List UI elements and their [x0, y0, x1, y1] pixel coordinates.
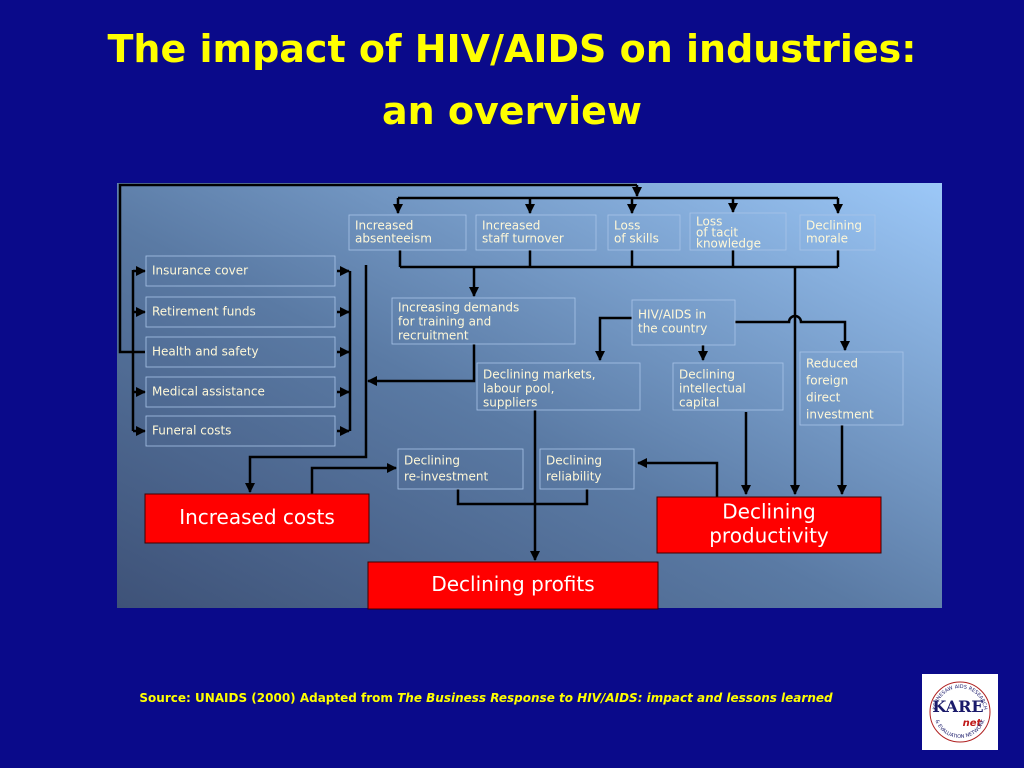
node-label: investment — [806, 408, 874, 422]
node-box — [145, 336, 336, 368]
logo-suffix: net — [963, 718, 983, 729]
connector — [456, 489, 589, 506]
node-box — [397, 448, 524, 490]
outcome-label: Declining — [722, 500, 815, 524]
node-label: Reduced — [806, 357, 858, 371]
node-label: Increasing demands — [398, 301, 519, 315]
node-label: for training and — [398, 315, 491, 329]
node-label: Declining — [404, 454, 460, 468]
node-label: morale — [806, 232, 848, 246]
source: Source: UNAIDS (2000) Adapted from The B… — [139, 691, 833, 705]
node-box — [689, 212, 787, 251]
node-label: Declining — [679, 368, 735, 382]
node-label: Loss — [696, 215, 722, 229]
node-label: knowledge — [696, 237, 761, 251]
outcome-label: productivity — [709, 524, 829, 548]
node-label: intellectual — [679, 382, 746, 396]
outcome-label: Increased costs — [179, 505, 335, 529]
node-label: reliability — [546, 470, 602, 484]
node-label: Declining markets, — [483, 368, 596, 382]
node-box — [145, 296, 336, 328]
node-label: Increased — [355, 219, 413, 233]
node-label: Declining — [806, 219, 862, 233]
title: The impact of HIV/AIDS on industries: — [107, 27, 916, 71]
node-box — [391, 297, 576, 345]
node-label: Declining — [546, 454, 602, 468]
node-label: Funeral costs — [152, 424, 231, 438]
node-label: capital — [679, 396, 719, 410]
node-label: suppliers — [483, 396, 537, 410]
node-box — [631, 299, 736, 346]
node-label: Increased — [482, 219, 540, 233]
node-label: Health and safety — [152, 345, 259, 359]
node-label: direct — [806, 391, 841, 405]
outcome-label: Declining profits — [431, 572, 594, 596]
arrow — [595, 316, 632, 361]
node-box — [475, 214, 597, 251]
node-label: of skills — [614, 232, 659, 246]
node-box — [145, 376, 336, 408]
source-work: The Business Response to HIV/AIDS: impac… — [397, 691, 833, 705]
arrow — [637, 458, 719, 497]
outcome-box — [144, 493, 370, 544]
node-box — [672, 362, 784, 411]
node-box — [145, 415, 336, 447]
connectors — [118, 183, 850, 561]
node-label: labour pool, — [483, 382, 554, 396]
outcome-box — [656, 496, 882, 554]
arrow — [367, 344, 476, 386]
node-label: staff turnover — [482, 232, 564, 246]
node-box — [799, 351, 904, 426]
node-label: of tacit — [696, 226, 738, 240]
node-box — [607, 214, 681, 251]
node-box — [348, 214, 467, 251]
node-box — [476, 362, 641, 411]
node-label: Retirement funds — [152, 305, 256, 319]
arrow — [735, 314, 850, 351]
node-label: Insurance cover — [152, 264, 248, 278]
logo-name: KARE — [932, 697, 983, 716]
outcome-box — [367, 561, 659, 610]
node-label: the country — [638, 322, 707, 336]
node-box — [799, 214, 876, 251]
node-label: Loss — [614, 219, 640, 233]
connector — [245, 265, 368, 493]
node-box — [539, 448, 635, 490]
arrow — [310, 463, 397, 494]
logo-ring — [929, 681, 991, 743]
node-label: HIV/AIDS in — [638, 308, 706, 322]
node-label: Medical assistance — [152, 385, 265, 399]
logo — [922, 674, 998, 750]
node-label: re-investment — [404, 470, 488, 484]
node-label: recruitment — [398, 329, 469, 343]
source-prefix: Source: UNAIDS (2000) Adapted from — [139, 691, 397, 705]
node-box — [145, 255, 336, 287]
node-label: absenteeism — [355, 232, 432, 246]
connector — [398, 250, 840, 269]
node-label: foreign — [806, 374, 848, 388]
title: an overview — [382, 89, 642, 133]
